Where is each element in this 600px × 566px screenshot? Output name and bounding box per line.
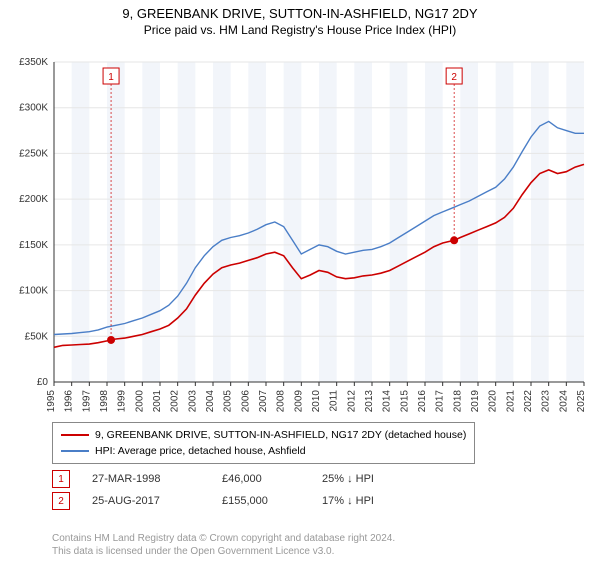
svg-text:2004: 2004 bbox=[205, 390, 216, 413]
svg-text:2015: 2015 bbox=[399, 390, 410, 413]
legend-label: HPI: Average price, detached house, Ashf… bbox=[95, 443, 306, 459]
legend-item: HPI: Average price, detached house, Ashf… bbox=[61, 443, 466, 459]
sale-date: 27-MAR-1998 bbox=[92, 473, 222, 485]
chart-subtitle: Price paid vs. HM Land Registry's House … bbox=[0, 23, 600, 37]
svg-text:2023: 2023 bbox=[541, 390, 552, 413]
sale-price: £46,000 bbox=[222, 473, 322, 485]
license-footer: Contains HM Land Registry data © Crown c… bbox=[52, 532, 395, 558]
line-chart: £0 £50K £100K £150K £200K £250K £300K £350K 1995… bbox=[10, 54, 590, 414]
svg-text:£350K: £350K bbox=[19, 57, 48, 68]
legend: 9, GREENBANK DRIVE, SUTTON-IN-ASHFIELD, … bbox=[52, 422, 475, 464]
svg-text:2019: 2019 bbox=[470, 390, 481, 413]
svg-text:2003: 2003 bbox=[187, 390, 198, 413]
svg-text:2025: 2025 bbox=[576, 390, 587, 413]
svg-text:1998: 1998 bbox=[99, 390, 110, 413]
svg-text:1999: 1999 bbox=[117, 390, 128, 413]
svg-text:2017: 2017 bbox=[435, 390, 446, 413]
legend-swatch bbox=[61, 434, 89, 436]
svg-text:£150K: £150K bbox=[19, 240, 48, 251]
sale-marker: 2 bbox=[52, 492, 70, 510]
svg-text:2011: 2011 bbox=[329, 390, 340, 412]
svg-text:2020: 2020 bbox=[488, 390, 499, 413]
footer-line-2: This data is licensed under the Open Gov… bbox=[52, 545, 395, 558]
sale-vs-hpi: 25% ↓ HPI bbox=[322, 473, 442, 485]
svg-text:2001: 2001 bbox=[152, 390, 163, 413]
sale-price: £155,000 bbox=[222, 495, 322, 507]
svg-text:2021: 2021 bbox=[505, 390, 516, 413]
svg-text:£300K: £300K bbox=[19, 103, 48, 114]
svg-text:1995: 1995 bbox=[46, 390, 57, 413]
legend-item: 9, GREENBANK DRIVE, SUTTON-IN-ASHFIELD, … bbox=[61, 427, 466, 443]
svg-text:2: 2 bbox=[451, 72, 457, 83]
svg-text:£250K: £250K bbox=[19, 148, 48, 159]
svg-text:2006: 2006 bbox=[240, 390, 251, 413]
sale-date: 25-AUG-2017 bbox=[92, 495, 222, 507]
svg-text:2012: 2012 bbox=[346, 390, 357, 413]
svg-text:2013: 2013 bbox=[364, 390, 375, 413]
svg-text:2016: 2016 bbox=[417, 390, 428, 413]
sale-marker: 1 bbox=[52, 470, 70, 488]
svg-text:1997: 1997 bbox=[81, 390, 92, 413]
svg-text:2000: 2000 bbox=[134, 390, 145, 413]
sales-table: 1 27-MAR-1998£46,00025% ↓ HPI 2 25-AUG-2017… bbox=[52, 468, 442, 512]
svg-text:£50K: £50K bbox=[25, 331, 49, 342]
legend-swatch bbox=[61, 450, 89, 452]
sale-row: 2 25-AUG-2017£155,00017% ↓ HPI bbox=[52, 490, 442, 512]
svg-text:£200K: £200K bbox=[19, 194, 48, 205]
sale-vs-hpi: 17% ↓ HPI bbox=[322, 495, 442, 507]
svg-text:1: 1 bbox=[108, 72, 114, 83]
svg-text:£0: £0 bbox=[37, 377, 49, 388]
chart-title: 9, GREENBANK DRIVE, SUTTON-IN-ASHFIELD, … bbox=[0, 6, 600, 21]
svg-text:2005: 2005 bbox=[223, 390, 234, 413]
footer-line-1: Contains HM Land Registry data © Crown c… bbox=[52, 532, 395, 545]
svg-text:2018: 2018 bbox=[452, 390, 463, 413]
svg-text:2002: 2002 bbox=[170, 390, 181, 413]
svg-text:2009: 2009 bbox=[293, 390, 304, 413]
svg-text:2022: 2022 bbox=[523, 390, 534, 413]
legend-label: 9, GREENBANK DRIVE, SUTTON-IN-ASHFIELD, … bbox=[95, 427, 466, 443]
sale-row: 1 27-MAR-1998£46,00025% ↓ HPI bbox=[52, 468, 442, 490]
svg-text:1996: 1996 bbox=[64, 390, 75, 413]
svg-text:2024: 2024 bbox=[558, 390, 569, 413]
svg-text:2014: 2014 bbox=[382, 390, 393, 413]
svg-text:2007: 2007 bbox=[258, 390, 269, 413]
svg-text:£100K: £100K bbox=[19, 286, 48, 297]
svg-text:2008: 2008 bbox=[276, 390, 287, 413]
svg-text:2010: 2010 bbox=[311, 390, 322, 413]
